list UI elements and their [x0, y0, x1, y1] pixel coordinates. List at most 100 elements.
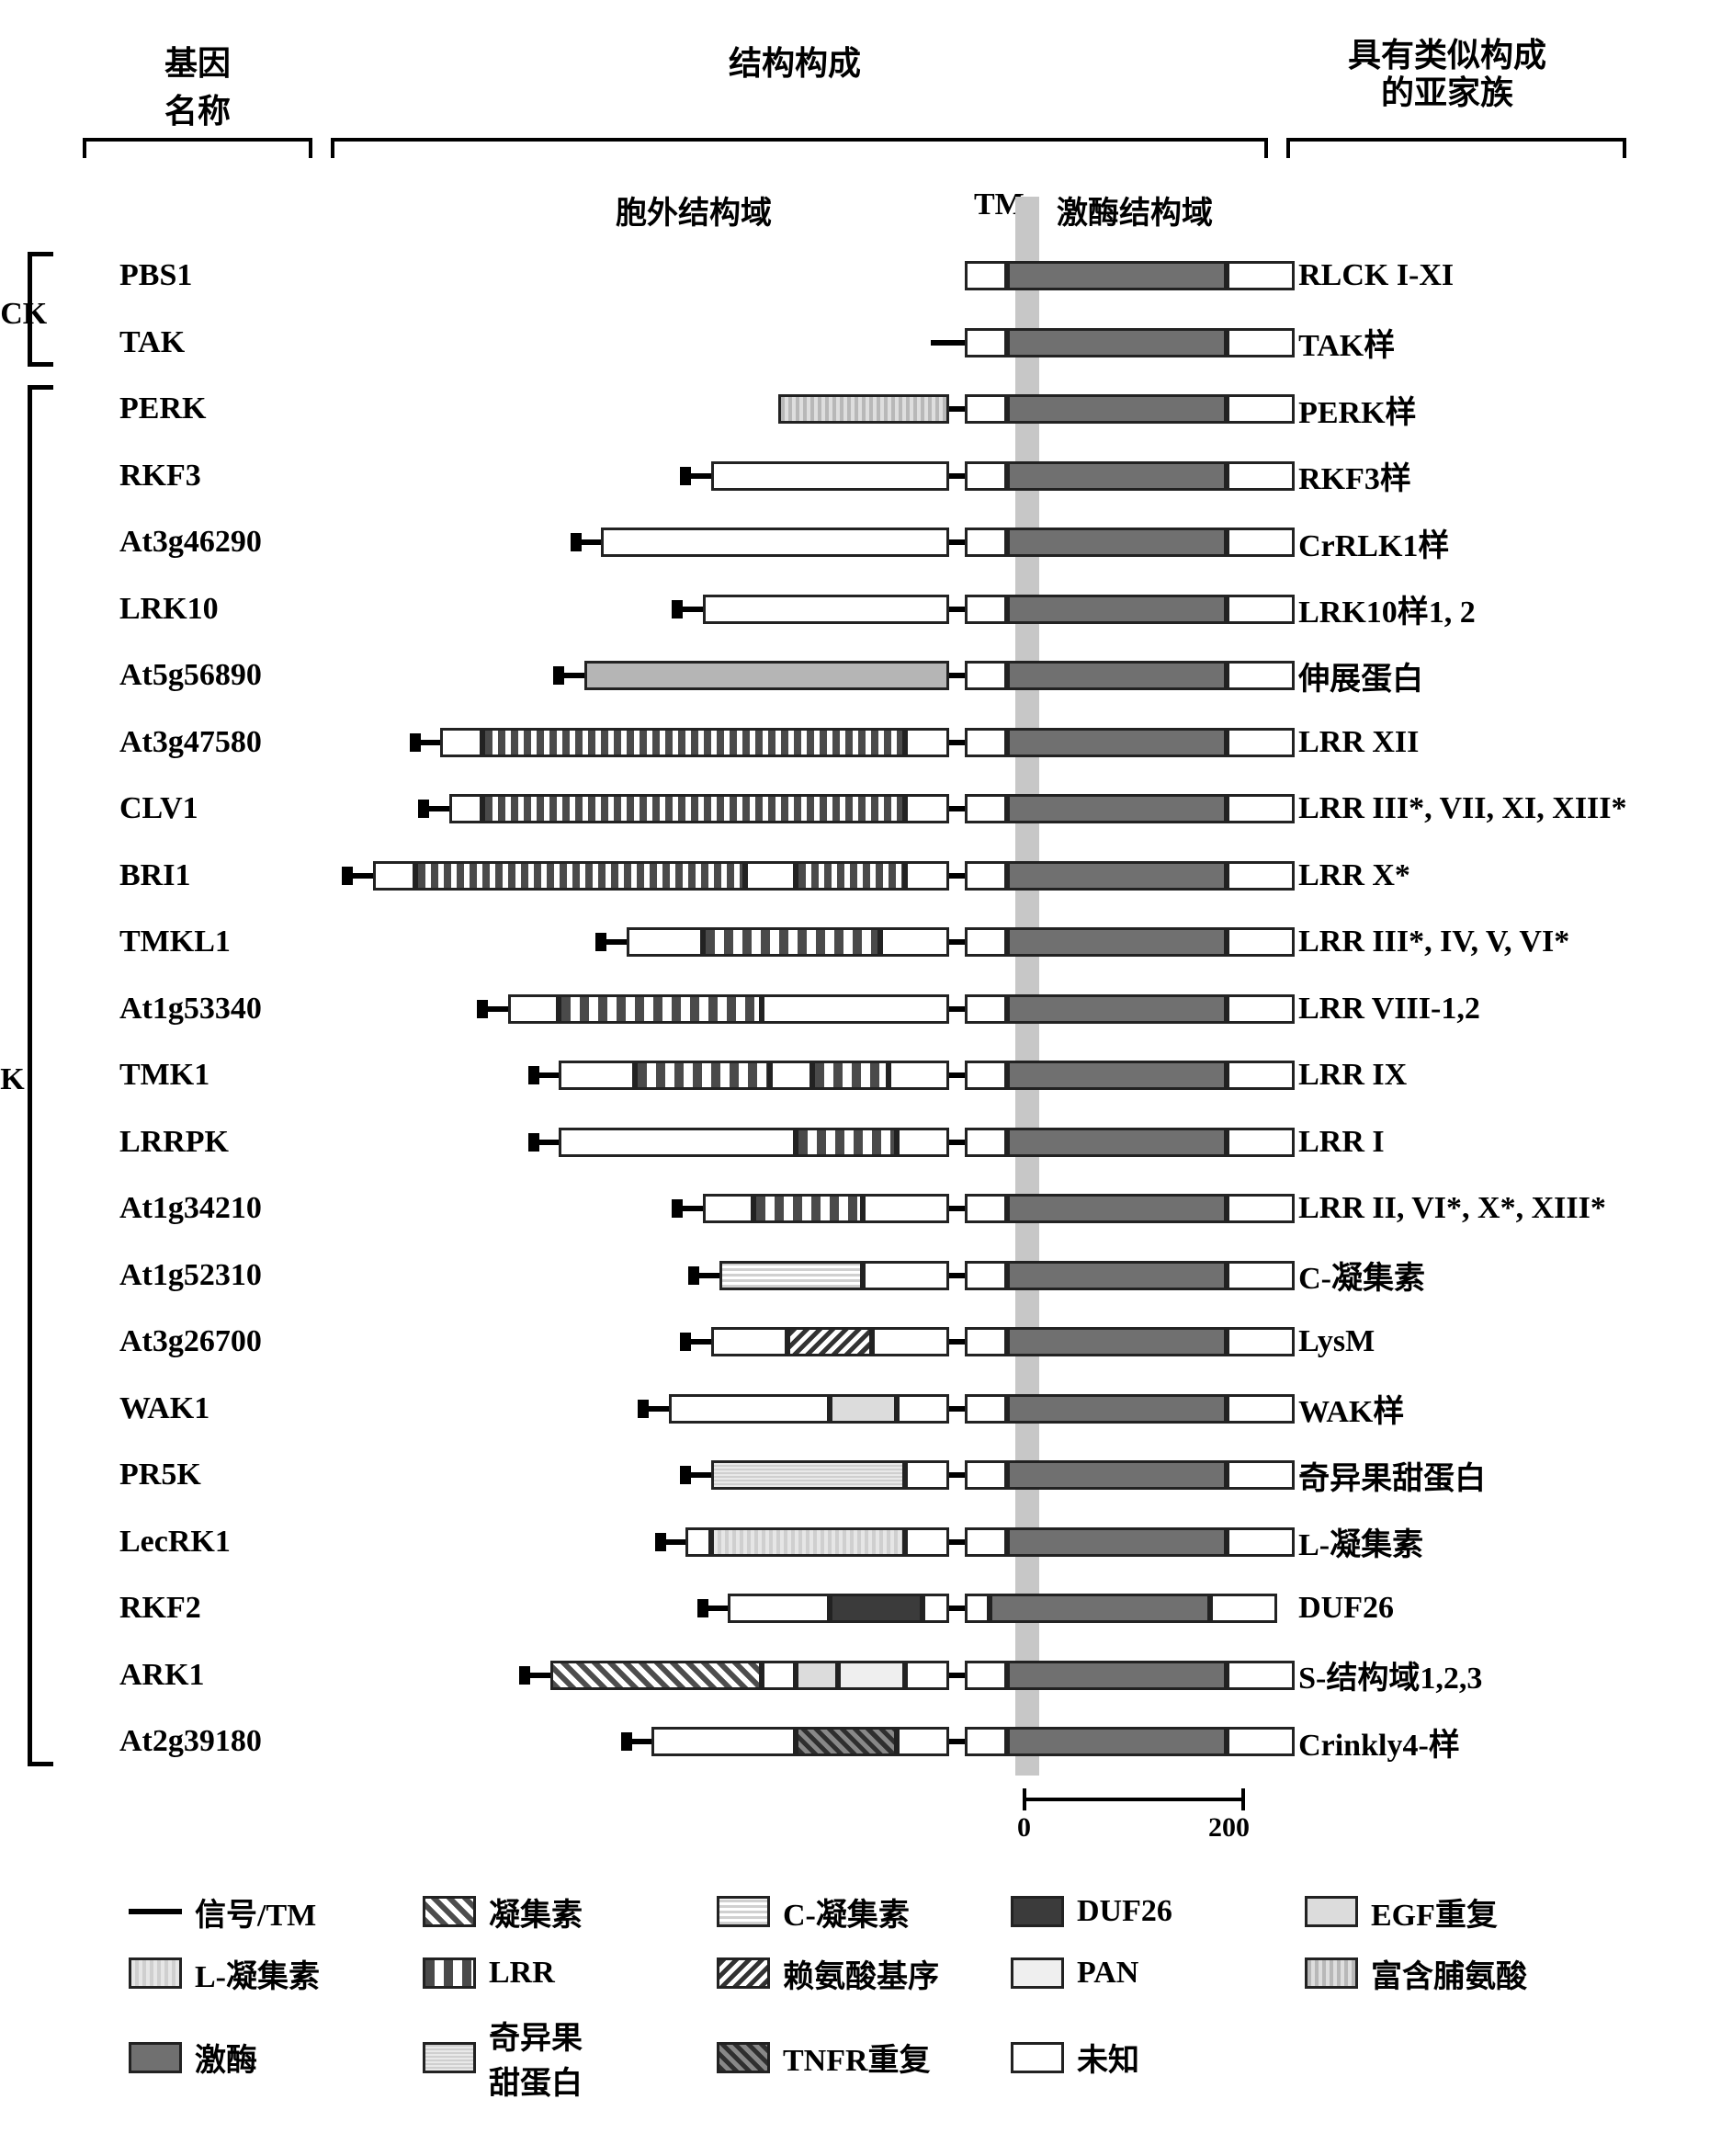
domain-sig — [643, 1406, 669, 1412]
gene-row: RKF3RKF3样 — [18, 443, 1714, 510]
domain-line — [949, 1472, 965, 1478]
brace-family — [1286, 138, 1626, 156]
domain-unknown — [923, 1594, 949, 1623]
domain-unknown — [905, 794, 949, 823]
domain-sig — [627, 1739, 652, 1744]
domain-diagram — [345, 323, 1294, 363]
domain-diagram — [345, 589, 1294, 630]
group-bracket: RLK — [28, 385, 53, 1766]
domain-lysm — [787, 1327, 872, 1356]
domain-kinase — [1007, 528, 1227, 557]
domain-sig — [415, 740, 441, 745]
domain-sig — [601, 939, 627, 945]
domain-unknown — [651, 1727, 795, 1756]
domain-unknown — [965, 1061, 1007, 1090]
gene-row: TMKL1LRR III*, IV, V, VI* — [18, 909, 1714, 976]
domain-kinase — [1007, 328, 1227, 357]
gene-row: At3g46290CrRLK1样 — [18, 509, 1714, 576]
domain-kinase — [1007, 1394, 1227, 1424]
domain-unknown — [965, 994, 1007, 1024]
subfamily-name: TAK样 — [1298, 320, 1714, 365]
subfamily-name: LRR III*, IV, V, VI* — [1298, 925, 1714, 959]
domain-proline — [778, 394, 949, 424]
legend-swatch — [423, 2042, 476, 2073]
gene-name: TAK — [119, 325, 345, 360]
domain-diagram — [345, 1122, 1294, 1163]
domain-unknown — [965, 328, 1007, 357]
domain-unknown — [872, 1327, 950, 1356]
domain-kinase — [1007, 1128, 1227, 1157]
domain-unknown — [897, 1128, 949, 1157]
gene-name: At1g34210 — [119, 1191, 345, 1226]
domain-unknown — [965, 394, 1007, 424]
legend-item: EGF重复 — [1305, 1889, 1562, 1935]
gene-name: RKF3 — [119, 459, 345, 494]
group-label: RLCK — [0, 297, 47, 332]
gene-name: LRRPK — [119, 1125, 345, 1160]
legend-label: 激酶 — [195, 2035, 257, 2080]
domain-unknown — [711, 1327, 787, 1356]
scale-line — [1024, 1798, 1245, 1801]
domain-lrr-dense — [482, 794, 905, 823]
domain-line — [949, 673, 965, 678]
gene-row: ARK1S-结构域1,2,3 — [18, 1642, 1714, 1709]
header-braces — [83, 138, 1714, 169]
legend-item: 信号/TM — [129, 1889, 386, 1935]
legend-label: 富含脯氨酸 — [1371, 1951, 1527, 1996]
domain-unknown — [728, 1594, 829, 1623]
legend-label: PAN — [1077, 1956, 1138, 1991]
domain-unknown — [965, 728, 1007, 757]
domain-agglut — [550, 1661, 762, 1690]
legend-item: 未知 — [1011, 2013, 1268, 2103]
domain-sig — [534, 1140, 560, 1145]
domain-unknown — [745, 861, 796, 891]
subfamily-name: Crinkly4-样 — [1298, 1719, 1714, 1765]
subfamily-name: CrRLK1样 — [1298, 520, 1714, 565]
domain-sig — [347, 873, 373, 879]
domain-unknown — [863, 1261, 949, 1290]
legend-swatch — [1011, 1896, 1064, 1927]
domain-unknown — [905, 1661, 949, 1690]
legend-label: TNFR重复 — [783, 2035, 931, 2080]
domain-lrr — [796, 1128, 897, 1157]
domain-unknown — [703, 1194, 753, 1223]
domain-line — [949, 607, 965, 612]
domain-unknown — [440, 728, 482, 757]
domain-unknown — [627, 927, 703, 957]
domain-unknown — [880, 927, 949, 957]
legend-item: 奇异果甜蛋白 — [423, 2013, 680, 2103]
domain-unknown — [1227, 1128, 1295, 1157]
domain-unknown — [1227, 1460, 1295, 1490]
gene-name: WAK1 — [119, 1391, 345, 1426]
column-headers: 基因名称 结构构成 具有类似构成的亚家族 — [83, 37, 1714, 132]
domain-unknown — [965, 1194, 1007, 1223]
domain-unknown — [669, 1394, 830, 1424]
domain-diagram — [345, 856, 1294, 896]
domain-diagram — [345, 456, 1294, 496]
legend-label: L-凝集素 — [195, 1951, 320, 1996]
domain-diagram — [345, 789, 1294, 829]
header-family: 具有类似构成的亚家族 — [1277, 37, 1617, 132]
gene-name: LRK10 — [119, 592, 345, 627]
gene-name: TMK1 — [119, 1058, 345, 1093]
domain-line — [949, 539, 965, 545]
gene-name: At3g47580 — [119, 725, 345, 760]
domain-unknown — [965, 1527, 1007, 1557]
brace-structure — [331, 138, 1268, 156]
subfamily-name: WAK样 — [1298, 1386, 1714, 1431]
domain-diagram — [345, 1455, 1294, 1495]
gene-row: At5g56890伸展蛋白 — [18, 642, 1714, 709]
domain-diagram — [345, 1655, 1294, 1696]
gene-row: BRI1LRR X* — [18, 843, 1714, 910]
domain-unknown — [1227, 1327, 1295, 1356]
domain-lrr — [812, 1061, 889, 1090]
domain-kinase — [1007, 728, 1227, 757]
gene-row: TMK1LRR IX — [18, 1042, 1714, 1109]
domain-kinase — [1007, 861, 1227, 891]
domain-unknown — [1210, 1594, 1278, 1623]
domain-unknown — [1227, 1727, 1295, 1756]
domain-kinase — [1007, 661, 1227, 690]
domain-unknown — [1227, 528, 1295, 557]
domain-unknown — [965, 1394, 1007, 1424]
domain-diagram — [345, 1188, 1294, 1229]
